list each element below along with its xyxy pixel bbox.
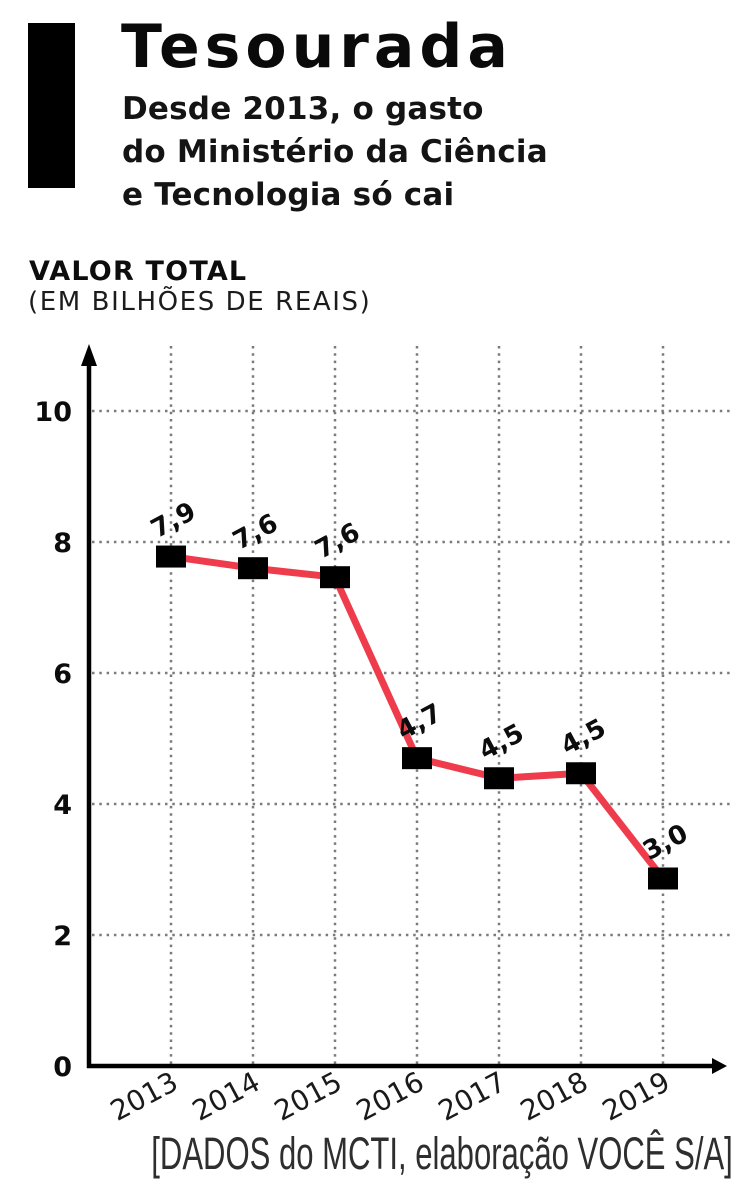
data-point-marker xyxy=(238,557,268,580)
data-point-marker xyxy=(320,566,350,589)
y-tick-label: 10 xyxy=(34,397,72,428)
data-point-marker xyxy=(402,747,432,770)
x-tick-label: 2017 xyxy=(433,1065,511,1128)
x-tick-label: 2014 xyxy=(187,1065,265,1128)
source-credit: [DADOS do MCTI, elaboração VOCÊ S/A] xyxy=(151,1128,733,1179)
data-point-label: 4,5 xyxy=(474,718,529,766)
data-point-marker xyxy=(566,762,596,785)
chart-subtitle: (EM BILHÕES DE REAIS) xyxy=(28,287,372,317)
data-point-label: 4,7 xyxy=(392,698,447,746)
x-tick-label: 2015 xyxy=(269,1065,347,1128)
subtitle-line: e Tecnologia só cai xyxy=(122,177,455,213)
data-point-marker xyxy=(156,545,186,568)
y-tick-label: 8 xyxy=(53,528,72,559)
y-tick-label: 6 xyxy=(53,659,72,690)
data-point-label: 7,6 xyxy=(228,508,283,556)
subtitle-line: Desde 2013, o gasto xyxy=(122,91,484,127)
y-tick-label: 2 xyxy=(53,921,72,952)
chart-title: VALOR TOTAL xyxy=(29,256,248,287)
x-axis-arrow-icon xyxy=(712,1058,727,1074)
y-tick-label: 4 xyxy=(53,790,72,821)
data-point-label: 7,9 xyxy=(146,497,201,545)
page-subtitle: Desde 2013, o gasto do Ministério da Ciê… xyxy=(122,88,548,217)
y-axis-arrow-icon xyxy=(81,344,97,366)
data-point-marker xyxy=(484,767,514,790)
x-tick-label: 2016 xyxy=(351,1065,429,1128)
x-tick-label: 2013 xyxy=(105,1065,183,1128)
data-point-marker xyxy=(648,867,678,890)
x-tick-label: 2018 xyxy=(515,1065,593,1128)
subtitle-line: do Ministério da Ciência xyxy=(122,134,548,170)
data-point-label: 7,6 xyxy=(310,517,365,565)
y-tick-label: 0 xyxy=(53,1052,72,1083)
x-tick-label: 2019 xyxy=(597,1065,675,1128)
title-accent-bar xyxy=(28,23,75,188)
data-point-label: 4,5 xyxy=(556,713,611,761)
page-title: Tesourada xyxy=(121,12,513,82)
